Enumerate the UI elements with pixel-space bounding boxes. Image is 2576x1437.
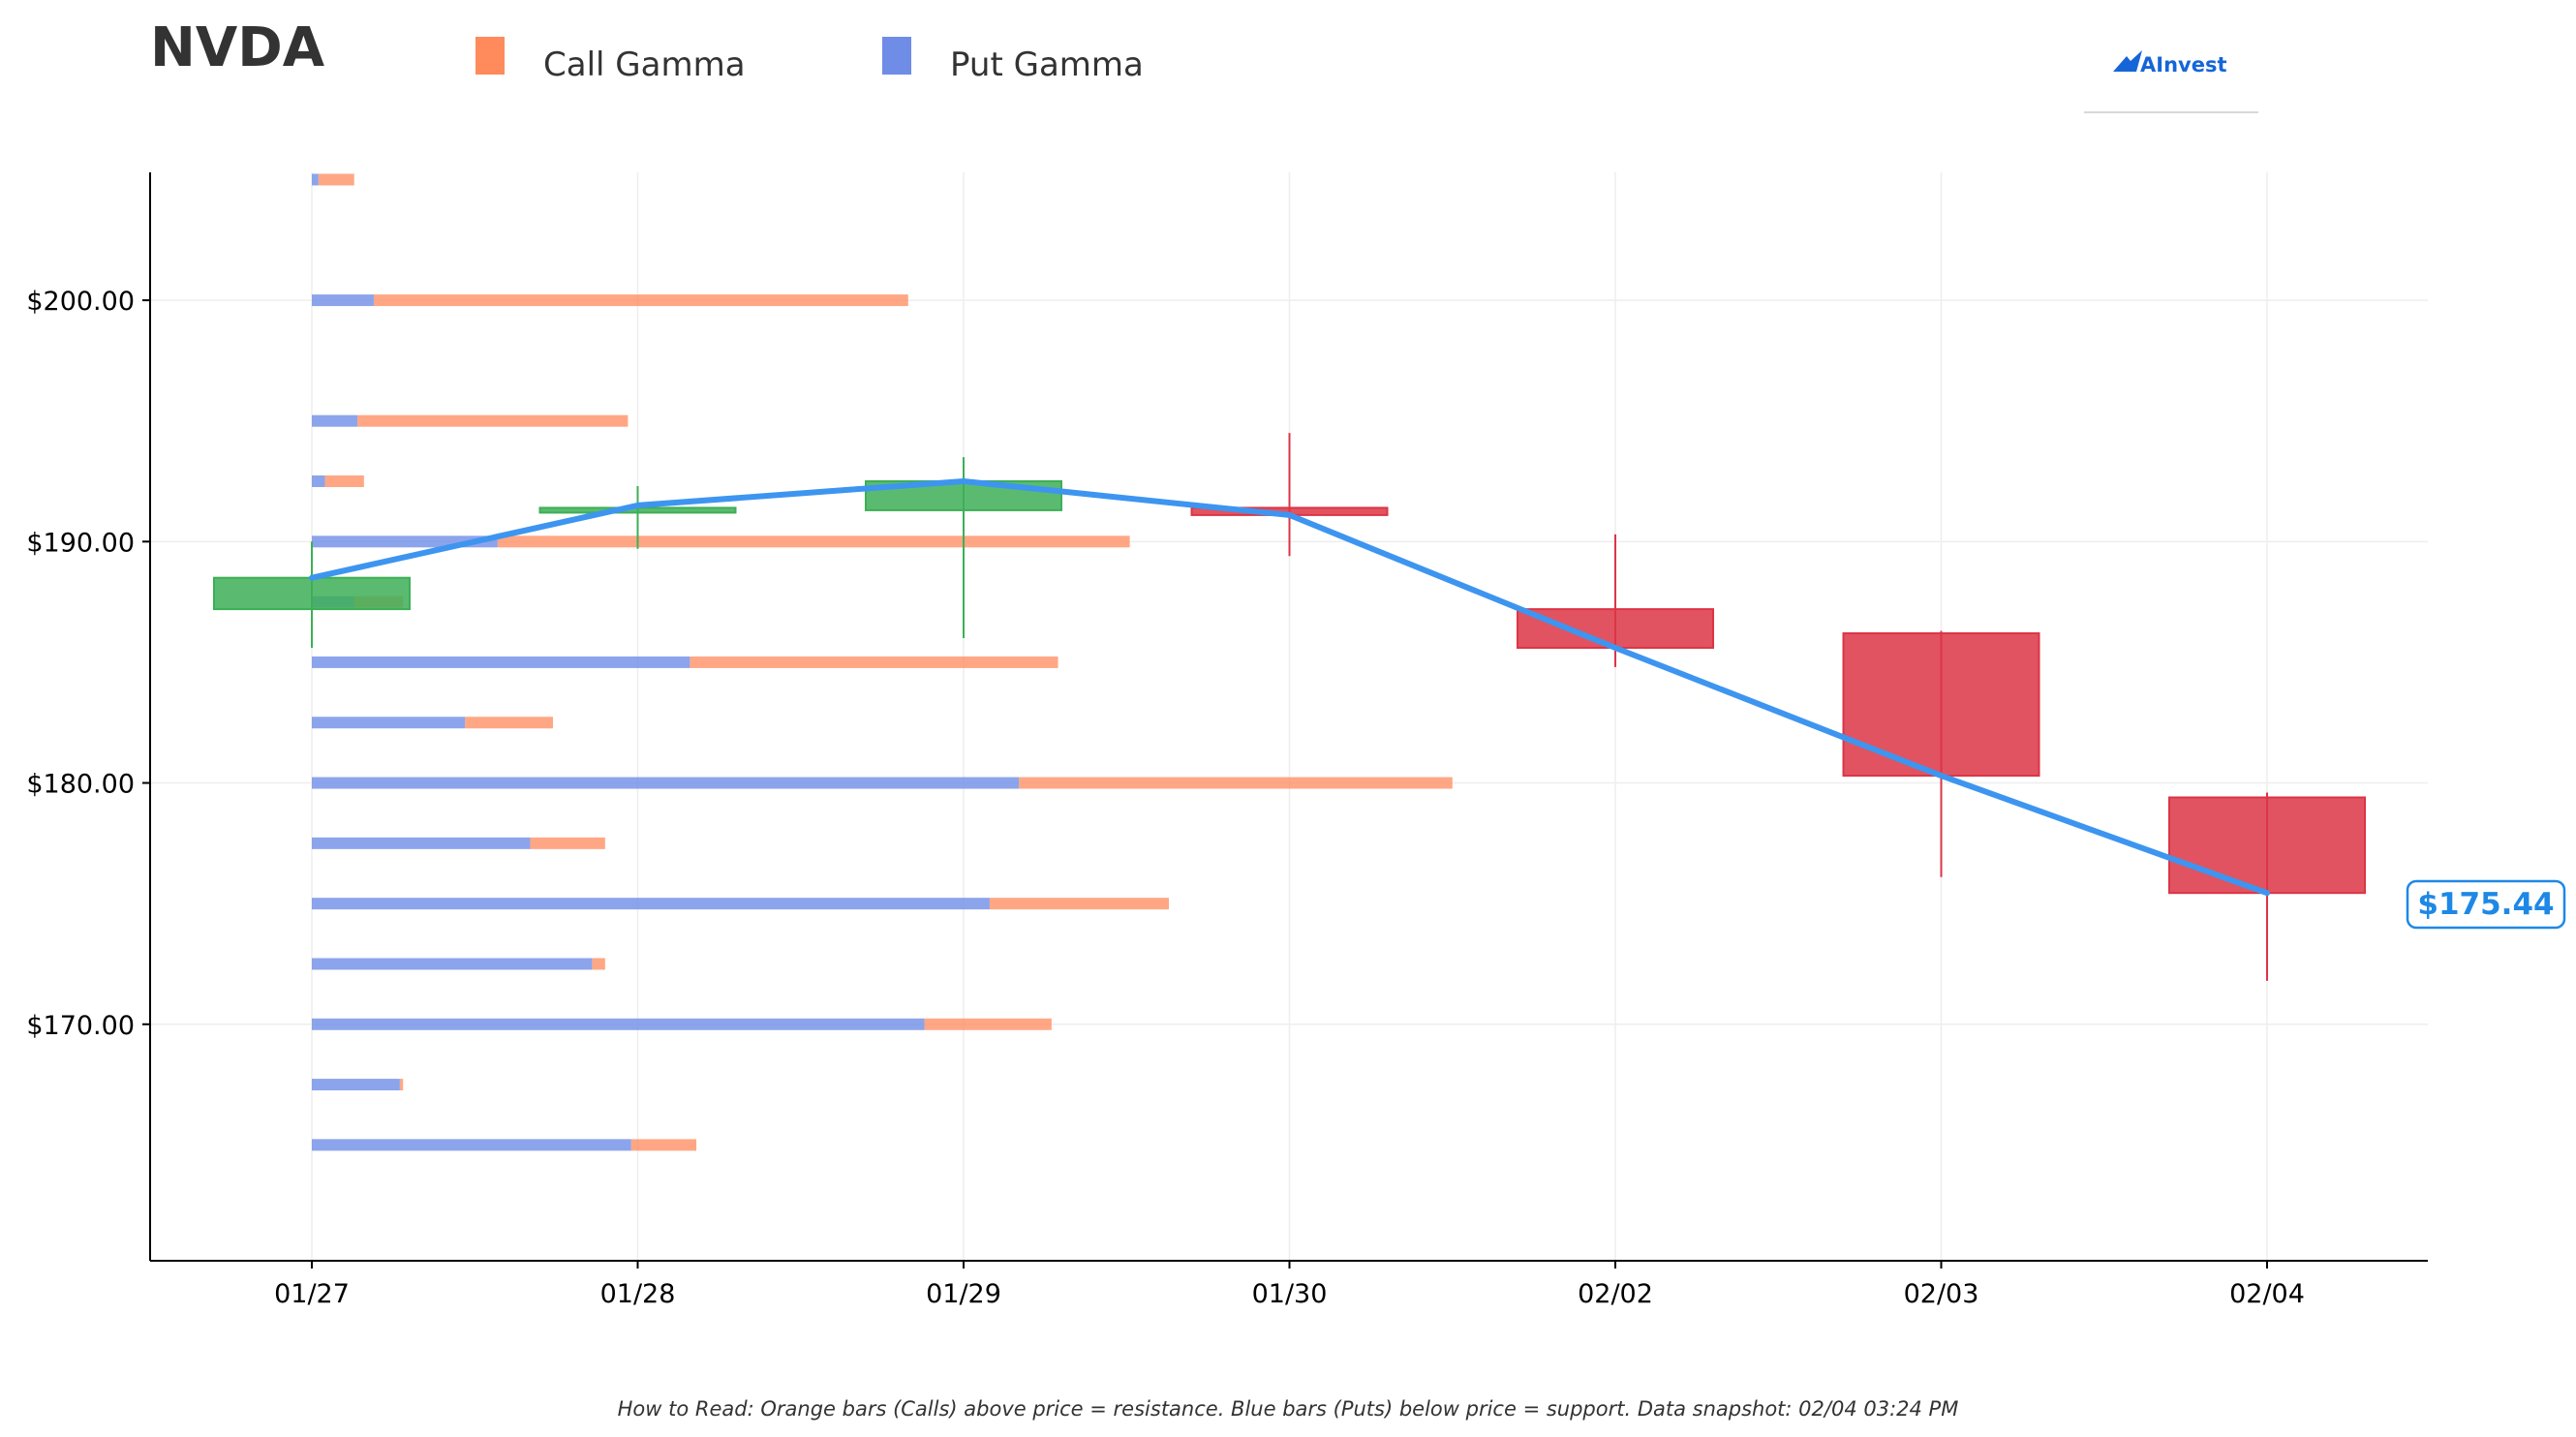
y-tick-label-0: $170.00	[26, 1011, 135, 1041]
put-gamma-bar-11	[312, 958, 593, 970]
put-gamma-bar-9	[312, 837, 531, 849]
logo-text: AInvest	[2140, 53, 2227, 76]
call-gamma-bar-6	[690, 656, 1058, 668]
candle-body-0	[213, 576, 411, 611]
call-gamma-bar-11	[592, 958, 605, 970]
ainvest-logo: AInvest	[2084, 50, 2258, 113]
put-gamma-bar-7	[312, 717, 466, 729]
candle-body-5	[1842, 632, 2040, 778]
call-gamma-bar-3	[324, 475, 364, 488]
call-gamma-bar-14	[630, 1139, 697, 1151]
grid-lines	[150, 172, 2428, 1261]
x-tick-label-5: 02/03	[1904, 1279, 1979, 1309]
y-tick-label-2: $190.00	[26, 528, 135, 558]
put-gamma-bar-10	[312, 898, 990, 910]
header: NVDA Call Gamma Put Gamma AInvest	[150, 16, 2258, 113]
x-tick-label-3: 01/30	[1252, 1279, 1328, 1309]
price-line-group	[309, 478, 2270, 897]
call-gamma-bar-0	[318, 173, 354, 186]
call-gamma-bar-12	[924, 1018, 1052, 1030]
y-tick-label-1: $180.00	[26, 770, 135, 800]
candlesticks	[213, 433, 2366, 981]
legend-call-label: Call Gamma	[543, 46, 746, 84]
legend-put-label: Put Gamma	[950, 46, 1144, 84]
footer-note: How to Read: Orange bars (Calls) above p…	[618, 1397, 1959, 1421]
candle-body-1	[538, 506, 737, 514]
x-tick-label-1: 01/28	[600, 1279, 676, 1309]
x-tick-label-4: 02/02	[1578, 1279, 1653, 1309]
gamma-bars	[312, 173, 1453, 1151]
chart-title: NVDA	[150, 16, 325, 79]
call-gamma-bar-13	[399, 1079, 404, 1091]
call-gamma-bar-4	[497, 535, 1130, 548]
put-gamma-bar-3	[312, 475, 325, 488]
last-price-tag: $175.44	[2406, 879, 2566, 930]
candle-body-6	[2168, 796, 2366, 895]
price-line	[309, 478, 2270, 897]
last-price-box	[2406, 879, 2566, 930]
legend-put-swatch	[882, 37, 911, 75]
logo-mark-icon	[2113, 50, 2142, 72]
x-tick-label-2: 01/29	[926, 1279, 1001, 1309]
put-gamma-bar-1	[312, 294, 374, 307]
last-price-label: $175.44	[2417, 887, 2554, 922]
call-gamma-bar-10	[989, 898, 1169, 910]
put-gamma-bar-8	[312, 777, 1020, 789]
axes: $170.00 $180.00 $190.00 $200.00 01/27 01/28 01…	[26, 172, 2428, 1309]
call-gamma-bar-9	[530, 837, 605, 849]
call-gamma-bar-2	[357, 414, 629, 427]
call-gamma-bar-1	[373, 294, 908, 307]
legend-call-swatch	[475, 37, 505, 75]
candle-body-4	[1517, 608, 1714, 649]
x-tick-label-0: 01/27	[274, 1279, 350, 1309]
y-tick-label-3: $200.00	[26, 287, 135, 317]
put-gamma-bar-13	[312, 1079, 400, 1091]
x-tick-label-6: 02/04	[2229, 1279, 2305, 1309]
call-gamma-bar-8	[1019, 777, 1453, 789]
put-gamma-bar-14	[312, 1139, 631, 1151]
call-gamma-bar-7	[465, 717, 554, 729]
put-gamma-bar-6	[312, 656, 690, 668]
put-gamma-bar-12	[312, 1018, 925, 1030]
put-gamma-bar-0	[312, 173, 319, 186]
put-gamma-bar-2	[312, 414, 358, 427]
